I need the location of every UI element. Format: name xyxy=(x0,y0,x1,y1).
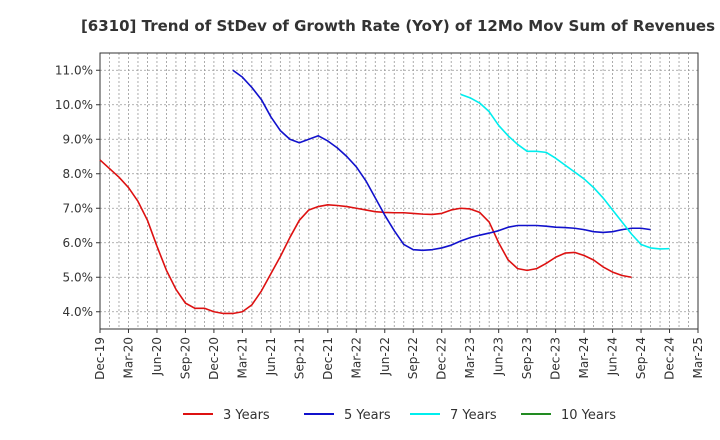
y-axis: 4.0% 5.0% 6.0% 7.0% 8.0% 9.0% 10.0% 11.0% xyxy=(55,63,100,319)
x-tick-label: Sep-21 xyxy=(292,337,306,379)
legend-label-5-years: 5 Years xyxy=(344,408,391,423)
series-line-5-years xyxy=(232,69,651,252)
x-tick-label: Jun-20 xyxy=(150,337,164,376)
y-tick-label: 6.0% xyxy=(63,236,94,250)
x-tick-label: Mar-22 xyxy=(349,337,363,378)
x-tick-label: Mar-25 xyxy=(691,337,705,378)
x-tick-label: Sep-23 xyxy=(520,337,534,379)
x-tick-label: Dec-20 xyxy=(207,337,221,380)
grid xyxy=(99,53,699,329)
x-tick-label: Mar-20 xyxy=(121,337,135,378)
x-axis: Dec-19 Mar-20 Jun-20 Sep-20 Dec-20 Mar-21 Jun-… xyxy=(93,329,705,380)
x-tick-label: Dec-23 xyxy=(549,337,563,380)
y-tick-label: 10.0% xyxy=(55,98,93,112)
x-tick-label: Mar-24 xyxy=(577,337,591,378)
x-tick-label: Jun-24 xyxy=(606,337,620,376)
x-tick-label: Mar-23 xyxy=(463,337,477,378)
x-tick-label: Jun-22 xyxy=(378,337,392,376)
x-tick-label: Mar-21 xyxy=(235,337,249,378)
legend-label-3-years: 3 Years xyxy=(223,408,270,423)
x-tick-label: Dec-22 xyxy=(435,337,449,380)
y-tick-label: 4.0% xyxy=(63,305,94,319)
y-tick-label: 7.0% xyxy=(63,201,94,215)
y-tick-label: 8.0% xyxy=(63,167,94,181)
x-tick-label: Dec-19 xyxy=(93,337,107,380)
y-tick-label: 5.0% xyxy=(63,270,94,284)
x-tick-label: Jun-23 xyxy=(492,337,506,376)
y-tick-label: 11.0% xyxy=(55,63,93,77)
x-tick-label: Dec-21 xyxy=(321,337,335,380)
series-line-7-years xyxy=(460,93,670,250)
legend: 3 Years 5 Years 7 Years 10 Years xyxy=(183,408,616,423)
x-tick-label: Sep-20 xyxy=(178,337,192,379)
legend-label-10-years: 10 Years xyxy=(561,408,616,423)
x-tick-label: Sep-22 xyxy=(406,337,420,379)
plot-frame xyxy=(99,52,699,330)
x-tick-label: Jun-21 xyxy=(264,337,278,376)
y-tick-label: 9.0% xyxy=(63,132,94,146)
legend-label-7-years: 7 Years xyxy=(450,408,497,423)
chart-title: [6310] Trend of StDev of Growth Rate (Yo… xyxy=(81,17,715,35)
x-tick-label: Sep-24 xyxy=(634,337,648,379)
series-group xyxy=(99,69,670,315)
x-tick-label: Dec-24 xyxy=(663,337,677,380)
series-line-3-years xyxy=(99,159,632,315)
